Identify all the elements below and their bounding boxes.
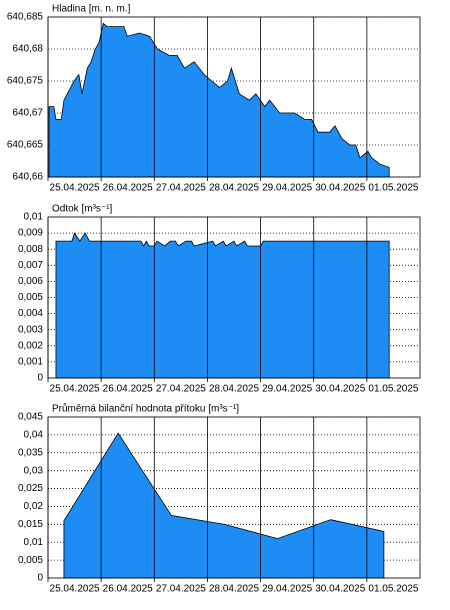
y-tick-label: 0,001 [18, 357, 43, 368]
x-tick-label: 30.04.2025 [315, 183, 365, 194]
x-tick-label: 26.04.2025 [103, 183, 153, 194]
y-tick-label: 640,66 [12, 172, 43, 183]
plot-frame [47, 416, 421, 579]
x-tick-label: 25.04.2025 [50, 584, 100, 595]
x-tick-label: 01.05.2025 [368, 183, 418, 194]
y-tick-label: 0 [37, 373, 43, 384]
y-tick-label: 0,004 [18, 308, 43, 319]
y-tick-label: 0,005 [18, 292, 43, 303]
y-tick-label: 0,002 [18, 340, 43, 351]
x-tick-label: 29.04.2025 [262, 183, 312, 194]
x-tick-label: 28.04.2025 [209, 183, 259, 194]
y-tick-label: 0,008 [18, 244, 43, 255]
y-tick-label: 640,665 [7, 140, 44, 151]
y-tick-label: 0,007 [18, 260, 43, 271]
chart-title: Odtok [m³s⁻¹] [52, 204, 113, 215]
y-tick-label: 640,68 [12, 44, 43, 55]
y-tick-label: 0,035 [18, 447, 43, 458]
x-tick-label: 26.04.2025 [103, 584, 153, 595]
x-tick-label: 30.04.2025 [315, 584, 365, 595]
x-tick-label: 29.04.2025 [262, 584, 312, 595]
x-tick-label: 28.04.2025 [209, 584, 259, 595]
y-tick-label: 0,03 [24, 465, 44, 476]
plot-frame [47, 216, 421, 379]
x-tick-label: 27.04.2025 [156, 384, 206, 395]
y-tick-label: 0,003 [18, 324, 43, 335]
y-tick-label: 0,009 [18, 228, 43, 239]
y-tick-label: 640,675 [7, 76, 44, 87]
y-tick-label: 0,005 [18, 555, 43, 566]
x-tick-label: 28.04.2025 [209, 384, 259, 395]
y-tick-label: 640,685 [7, 12, 44, 23]
y-tick-label: 0,01 [24, 537, 44, 548]
x-tick-label: 27.04.2025 [156, 183, 206, 194]
x-tick-label: 29.04.2025 [262, 384, 312, 395]
y-tick-label: 0,015 [18, 519, 43, 530]
x-tick-label: 01.05.2025 [368, 584, 418, 595]
x-tick-label: 25.04.2025 [50, 384, 100, 395]
y-tick-label: 0,045 [18, 412, 43, 423]
x-tick-label: 26.04.2025 [103, 384, 153, 395]
area [55, 232, 390, 379]
plot-frame [47, 16, 421, 178]
area [63, 432, 385, 579]
chart-title: Průměrná bilanční hodnota přítoku [m³s⁻¹… [52, 403, 239, 415]
y-tick-label: 0,02 [24, 501, 44, 512]
y-tick-label: 0,04 [24, 430, 44, 441]
x-tick-label: 30.04.2025 [315, 384, 365, 395]
chart-title: Hladina [m. n. m.] [52, 4, 131, 15]
y-tick-label: 0,006 [18, 276, 43, 287]
x-tick-label: 01.05.2025 [368, 384, 418, 395]
y-tick-label: 640,67 [12, 108, 43, 119]
y-tick-label: 0,025 [18, 483, 43, 494]
x-tick-label: 25.04.2025 [50, 183, 100, 194]
y-tick-label: 0 [37, 573, 43, 584]
y-tick-label: 0,01 [24, 212, 44, 223]
area [48, 22, 390, 178]
x-tick-label: 27.04.2025 [156, 584, 206, 595]
